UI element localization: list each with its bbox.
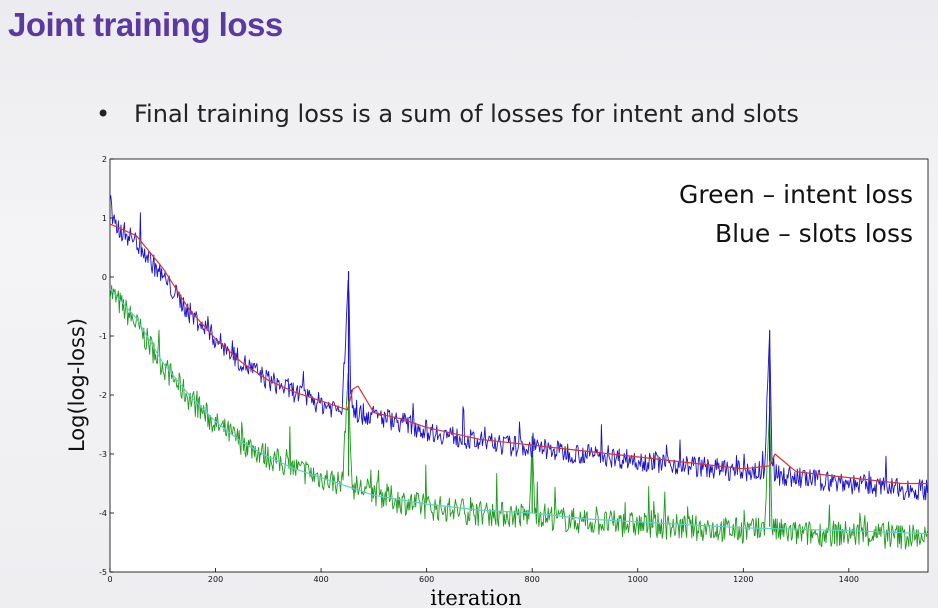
x-tick-label: 0 xyxy=(107,575,112,584)
bullet-text: Final training loss is a sum of losses f… xyxy=(134,100,799,128)
y-tick-label: 1 xyxy=(102,214,107,223)
x-tick-label: 400 xyxy=(313,575,328,584)
y-tick-label: -3 xyxy=(99,450,107,459)
y-tick-label: -1 xyxy=(99,332,107,341)
y-tick-label: 2 xyxy=(102,155,107,164)
series-layer xyxy=(109,195,929,550)
legend-slots: Blue – slots loss xyxy=(715,219,913,248)
axis-ticks: 0 200 400 600 800 1000 1200 1400 2 1 0 -1 -2 -3 -4 -5 xyxy=(99,155,859,584)
intent-loss-smoothed-line xyxy=(109,288,929,535)
slots-loss-smoothed-line xyxy=(109,223,928,485)
y-tick-label: -2 xyxy=(99,391,107,400)
x-tick-label: 1000 xyxy=(628,575,648,584)
bullet-dot: • xyxy=(96,100,111,128)
x-tick-label: 800 xyxy=(525,575,540,584)
y-axis-label: Log(log-loss) xyxy=(65,318,89,452)
y-tick-label: -5 xyxy=(99,568,107,577)
y-tick-label: 0 xyxy=(102,273,107,282)
x-tick-label: 1200 xyxy=(733,575,753,584)
legend-intent: Green – intent loss xyxy=(679,180,913,209)
bullet-item: • Final training loss is a sum of losses … xyxy=(96,100,799,128)
intent-loss-raw-line xyxy=(109,285,928,550)
y-tick-label: -4 xyxy=(99,509,107,518)
x-tick-label: 600 xyxy=(419,575,434,584)
x-axis-label: iteration xyxy=(430,586,521,608)
slide-title: Joint training loss xyxy=(8,6,283,43)
x-tick-label: 200 xyxy=(208,575,223,584)
x-tick-label: 1400 xyxy=(839,575,859,584)
